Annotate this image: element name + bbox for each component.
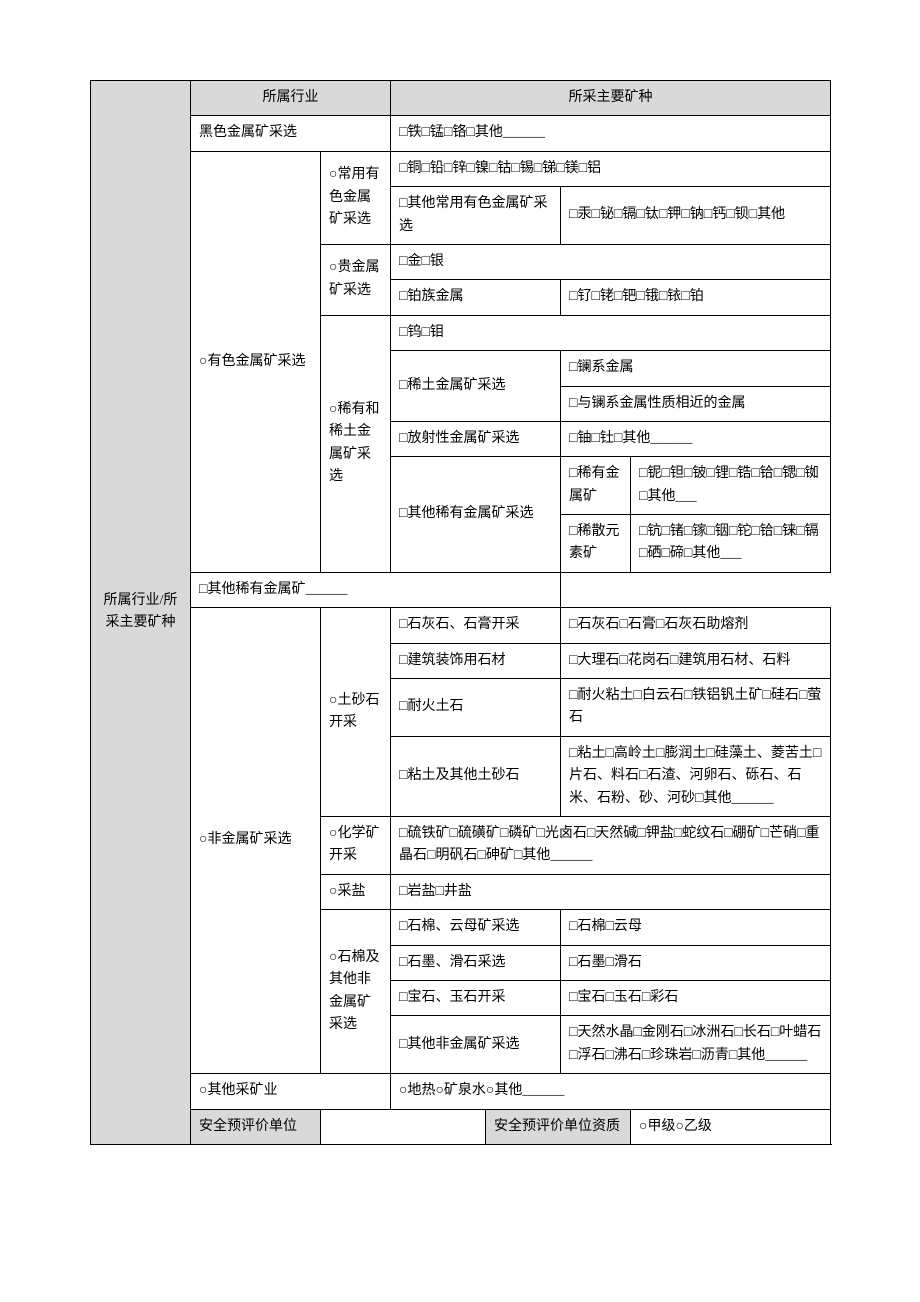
lime-label[interactable]: □石灰石、石膏开采	[391, 608, 561, 643]
common-metal-other-label[interactable]: □其他常用有色金属矿采选	[391, 187, 561, 245]
nonferrous-label[interactable]: ○有色金属矿采选	[191, 151, 321, 572]
common-metal-label[interactable]: ○常用有色金属矿采选	[321, 151, 391, 244]
rare-earth-val1[interactable]: □镧系金属	[561, 351, 831, 386]
black-metal-options[interactable]: □铁□锰□铬□其他______	[391, 116, 831, 151]
gem-label[interactable]: □宝石、玉石开采	[391, 980, 561, 1015]
other-rare-all[interactable]: □其他稀有金属矿______	[191, 572, 561, 607]
fire-label[interactable]: □耐火土石	[391, 679, 561, 737]
other-nonmetal-val[interactable]: □天然水晶□金刚石□冰洲石□长石□叶蜡石□浮石□沸石□珍珠岩□沥青□其他____…	[561, 1016, 831, 1074]
build-label[interactable]: □建筑装饰用石材	[391, 643, 561, 678]
other-rare-label[interactable]: □其他稀有金属矿采选	[391, 457, 561, 573]
eval-unit-label: 安全预评价单位	[191, 1109, 321, 1144]
black-metal-label: 黑色金属矿采选	[191, 116, 391, 151]
header-industry: 所属行业	[191, 81, 391, 116]
scatter-label[interactable]: □稀散元素矿	[561, 515, 631, 573]
rare-earth-val2[interactable]: □与镧系金属性质相近的金属	[561, 386, 831, 421]
other-mining-val[interactable]: ○地热○矿泉水○其他______	[391, 1074, 831, 1109]
common-metal-line1[interactable]: □铜□铅□锌□镍□钴□锡□锑□镁□铝	[391, 151, 831, 186]
industry-mineral-table: 所属行业/所采主要矿种 所属行业 所采主要矿种 黑色金属矿采选 □铁□锰□铬□其…	[90, 80, 831, 1145]
graphite-val[interactable]: □石墨□滑石	[561, 945, 831, 980]
precious-label[interactable]: ○贵金属矿采选	[321, 244, 391, 315]
row-label: 所属行业/所采主要矿种	[91, 81, 191, 1145]
eval-qual-val[interactable]: ○甲级○乙级	[631, 1109, 831, 1144]
common-metal-other-val[interactable]: □汞□铋□镉□钛□钾□钠□钙□钡□其他	[561, 187, 831, 245]
clay-val[interactable]: □粘土□高岭土□膨润土□硅藻土、菱苦土□片石、料石□石渣、河卵石、砾石、石米、石…	[561, 736, 831, 816]
rare-label[interactable]: ○稀有和稀土金属矿采选	[321, 315, 391, 572]
lime-val[interactable]: □石灰石□石膏□石灰石助熔剂	[561, 608, 831, 643]
graphite-label[interactable]: □石墨、滑石采选	[391, 945, 561, 980]
rare-metal-sub-val[interactable]: □铌□钽□铍□锂□锆□铪□锶□铷□其他___	[631, 457, 831, 515]
rare-line1[interactable]: □钨□钼	[391, 315, 831, 350]
scatter-val[interactable]: □钪□锗□镓□铟□铊□铪□铼□镉□硒□碲□其他___	[631, 515, 831, 573]
eval-qual-label: 安全预评价单位资质	[486, 1109, 631, 1144]
fire-val[interactable]: □耐火粘土□白云石□铁铝钒土矿□硅石□萤石	[561, 679, 831, 737]
other-nonmetal-label[interactable]: □其他非金属矿采选	[391, 1016, 561, 1074]
radioactive-val[interactable]: □铀□钍□其他______	[561, 421, 831, 456]
precious-line1[interactable]: □金□银	[391, 244, 831, 279]
earth-label[interactable]: ○土砂石开采	[321, 608, 391, 817]
other-mining-label[interactable]: ○其他采矿业	[191, 1074, 391, 1109]
rare-metal-sub-label[interactable]: □稀有金属矿	[561, 457, 631, 515]
salt-label[interactable]: ○采盐	[321, 874, 391, 909]
nonmetal-label[interactable]: ○非金属矿采选	[191, 608, 321, 1074]
eval-unit-val[interactable]	[321, 1109, 486, 1144]
asbestos-val[interactable]: □石棉□云母	[561, 910, 831, 945]
header-mineral: 所采主要矿种	[391, 81, 831, 116]
precious-pt-val[interactable]: □钌□铑□钯□锇□铱□铂	[561, 280, 831, 315]
salt-val[interactable]: □岩盐□井盐	[391, 874, 831, 909]
build-val[interactable]: □大理石□花岗石□建筑用石材、石料	[561, 643, 831, 678]
chem-label[interactable]: ○化学矿开采	[321, 816, 391, 874]
rare-earth-label[interactable]: □稀土金属矿采选	[391, 351, 561, 422]
clay-label[interactable]: □粘土及其他土砂石	[391, 736, 561, 816]
asbestos-label[interactable]: □石棉、云母矿采选	[391, 910, 561, 945]
gem-val[interactable]: □宝石□玉石□彩石	[561, 980, 831, 1015]
precious-pt-label[interactable]: □铂族金属	[391, 280, 561, 315]
radioactive-label[interactable]: □放射性金属矿采选	[391, 421, 561, 456]
asbestos-group-label[interactable]: ○石棉及其他非金属矿采选	[321, 910, 391, 1074]
chem-val[interactable]: □硫铁矿□硫磺矿□磷矿□光卤石□天然碱□钾盐□蛇纹石□硼矿□芒硝□重晶石□明矾石…	[391, 816, 831, 874]
